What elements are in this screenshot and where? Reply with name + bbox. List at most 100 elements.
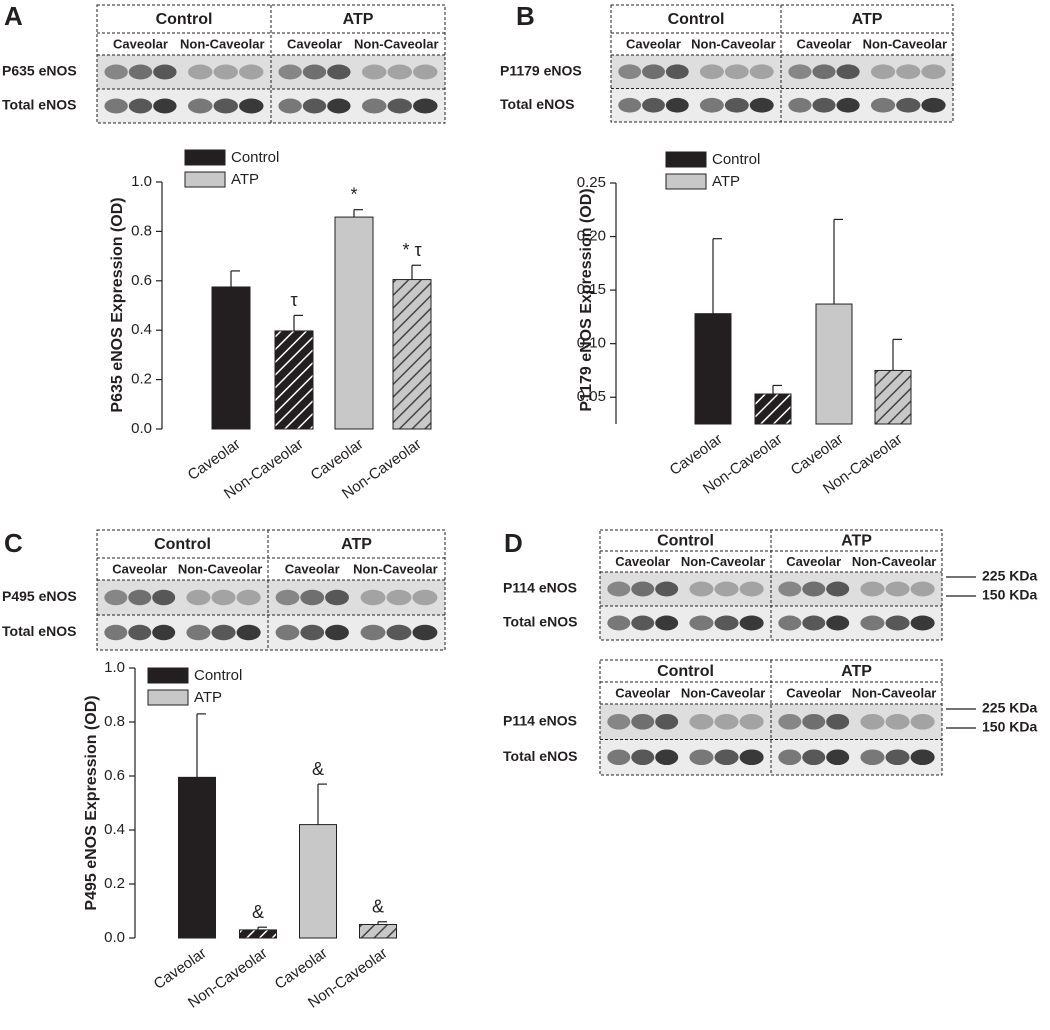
blot-band	[618, 64, 642, 80]
blot-band	[812, 64, 836, 80]
blot-band	[186, 589, 211, 606]
lane-label: Non-Caveolar	[178, 561, 263, 576]
y-tick-label: 0.4	[131, 321, 152, 338]
blot-band	[910, 615, 935, 631]
lane-label: Non-Caveolar	[852, 685, 937, 700]
y-tick-label: 0.2	[104, 875, 125, 892]
blot-band	[870, 97, 896, 113]
blot-band	[714, 713, 739, 730]
blot-band	[104, 64, 128, 80]
y-tick-label: 0.6	[104, 767, 125, 784]
group-label: ATP	[841, 663, 872, 680]
group-label: ATP	[343, 11, 374, 28]
blot-band	[607, 615, 631, 631]
lane-label: Caveolar	[786, 554, 841, 569]
blot-band	[655, 749, 679, 766]
blot-band	[885, 713, 910, 730]
blot-band	[128, 589, 152, 606]
marker-label: 150 KDa	[982, 719, 1037, 735]
legend-swatch	[147, 667, 189, 684]
row-label: Total eNOS	[500, 96, 574, 112]
bar	[178, 776, 216, 939]
blot-band	[885, 581, 910, 597]
annotation: τ	[290, 290, 297, 310]
row-label: Total eNOS	[503, 614, 577, 630]
blot-band	[885, 749, 910, 766]
blot-band	[187, 64, 213, 80]
blot-band	[689, 749, 714, 766]
y-tick-label: 0.15	[577, 281, 606, 298]
blot-band	[870, 64, 896, 80]
legend-label: Control	[712, 151, 760, 168]
x-tick-label: Caveolar	[185, 436, 244, 484]
annotation: &	[312, 759, 324, 779]
blot-band	[921, 64, 946, 80]
lane-label: Non-Caveolar	[353, 561, 438, 576]
group-label: Control	[154, 536, 211, 553]
blot-band	[739, 713, 764, 730]
group-label: Control	[657, 663, 714, 680]
lane-label: Non-Caveolar	[681, 554, 766, 569]
blot-band	[778, 615, 802, 631]
row-label: Total eNOS	[2, 97, 76, 113]
row-label: P114 eNOS	[503, 580, 577, 596]
blot-band	[152, 624, 176, 641]
y-tick-label: 0.8	[131, 222, 152, 239]
blot-band	[749, 97, 774, 113]
blot-band	[278, 98, 302, 114]
lane-label: Caveolar	[797, 36, 852, 51]
blot-frame	[96, 529, 446, 651]
blot-band	[699, 97, 724, 113]
lane-label: Non-Caveolar	[180, 36, 265, 51]
y-tick-label: 0.25	[577, 174, 606, 191]
y-tick-label: 0.20	[577, 228, 606, 245]
lane-label: Non-Caveolar	[691, 36, 776, 51]
legend-swatch	[184, 149, 226, 166]
blot-band	[128, 64, 153, 80]
blot-band	[714, 749, 739, 766]
blot-band	[910, 713, 935, 730]
blot-band	[802, 749, 826, 766]
blot-band	[631, 749, 655, 766]
blot-band	[211, 624, 236, 641]
bar	[299, 824, 337, 939]
bar	[359, 924, 397, 939]
group-label: Control	[657, 533, 714, 550]
blot-band	[689, 615, 714, 631]
y-tick-label: 0.0	[104, 929, 125, 946]
blot-band	[152, 589, 176, 606]
blot-band	[655, 615, 679, 631]
blot-band	[739, 581, 764, 597]
blot-band	[278, 64, 302, 80]
blot-band	[631, 615, 655, 631]
blot-band	[412, 589, 438, 606]
blot-band	[631, 581, 655, 597]
blot-band	[327, 64, 351, 80]
bar	[274, 330, 314, 430]
blot-band	[607, 581, 631, 597]
y-tick-label: 0.05	[577, 388, 606, 405]
blot-band	[655, 581, 679, 597]
blot-band	[910, 749, 935, 766]
blot-band	[860, 581, 885, 597]
blot-band	[836, 97, 860, 113]
blot-band	[300, 589, 325, 606]
blot-band	[724, 97, 749, 113]
blot-band	[128, 98, 153, 114]
blot-band	[153, 64, 177, 80]
row-label: Total eNOS	[2, 623, 76, 639]
y-axis-label: P1179 eNOS Expression (OD)	[578, 188, 595, 411]
blot-band	[714, 615, 739, 631]
legend-label: Control	[231, 149, 279, 166]
lane-label: Caveolar	[615, 554, 670, 569]
blot-band	[104, 589, 128, 606]
blot-band	[655, 713, 679, 730]
blot-band	[360, 624, 386, 641]
lane-label: Caveolar	[112, 561, 167, 576]
y-tick-label: 1.0	[131, 173, 152, 190]
blot-band	[275, 589, 300, 606]
bar	[334, 216, 374, 430]
y-tick-label: 0.2	[131, 371, 152, 388]
blot-band	[361, 64, 387, 80]
bar	[754, 393, 792, 425]
